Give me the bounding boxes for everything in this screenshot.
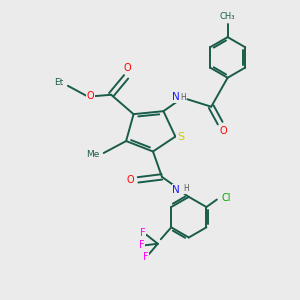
Text: N: N (172, 92, 180, 102)
Text: O: O (124, 63, 131, 73)
Text: F: F (143, 252, 149, 262)
Text: O: O (86, 91, 94, 101)
Text: O: O (219, 125, 227, 136)
Text: S: S (177, 132, 184, 142)
Text: F: F (140, 228, 146, 238)
Text: F: F (139, 240, 144, 250)
Text: H: H (180, 93, 186, 102)
Text: H: H (183, 184, 189, 193)
Text: N: N (172, 185, 180, 195)
Text: Et: Et (54, 78, 63, 87)
Text: CH₃: CH₃ (220, 12, 236, 21)
Text: Me: Me (86, 150, 99, 159)
Text: Cl: Cl (221, 193, 231, 203)
Text: O: O (127, 175, 134, 185)
